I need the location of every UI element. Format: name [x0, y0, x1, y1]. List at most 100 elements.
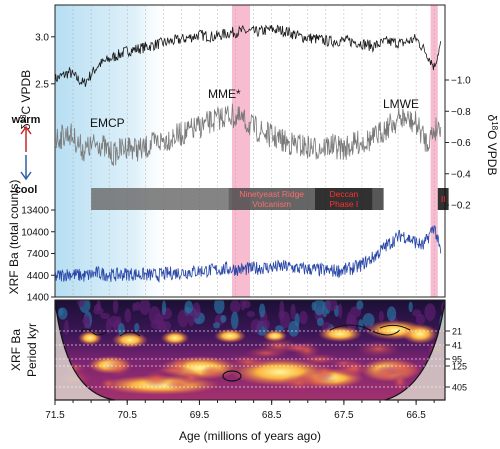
wavelet-blob [290, 303, 296, 320]
wavelet-blob [229, 300, 241, 314]
wavelet-blob [161, 300, 167, 316]
d18o-tick-label: −1.0 [451, 76, 471, 87]
wavelet-blob [279, 311, 291, 329]
wavelet-warm-blob [280, 374, 317, 392]
wavelet-blob [135, 301, 141, 312]
wavelet-blob [294, 313, 300, 327]
wavelet-warm-blob [153, 366, 196, 375]
wavelet-warm-blob [142, 369, 170, 388]
wavelet-frame [54, 299, 446, 401]
wavelet-blob [77, 300, 85, 308]
warm-arrow-icon [20, 125, 32, 152]
d18o-tick-label: −0.8 [451, 107, 471, 118]
shading-band-0 [55, 5, 171, 297]
x-tick-label: 68.5 [262, 410, 282, 421]
wavelet-warm-blob [200, 365, 223, 379]
wavelet-blob [250, 319, 262, 334]
volcanism-bar-label-2-line2: Phase I [329, 199, 358, 209]
wavelet-blob [94, 304, 102, 312]
d18o-axis-label: δ18O VPDB [485, 115, 499, 176]
wavelet-blob [415, 314, 426, 325]
wavelet-blob [408, 301, 413, 313]
main-panel-frame [54, 4, 446, 298]
x-tick-label: 70.5 [117, 410, 137, 421]
wavelet-blob [162, 321, 172, 331]
wavelet-blob [258, 303, 266, 318]
wavelet-warm-blob [356, 340, 401, 358]
series-lines [55, 24, 442, 283]
wavelet-blob [346, 312, 353, 328]
wavelet-blob [134, 323, 140, 332]
wavelet-blob [356, 300, 364, 310]
ba-tick-label: 13400 [21, 206, 49, 217]
wavelet-contour [222, 370, 242, 382]
shading-band-1 [231, 5, 250, 297]
ba-tick-label: 1400 [27, 293, 50, 304]
d13c-tick-label: 2.5 [35, 79, 49, 90]
wavelet-blob [184, 300, 194, 314]
wavelet-blob [358, 319, 364, 331]
ba-tick-label: 4400 [27, 271, 50, 282]
period-label-125: 125 [452, 362, 467, 372]
ba-axis-label: XRF Ba (total counts) [7, 180, 21, 295]
volcanism-bar-4 [437, 188, 449, 210]
x-tick-label: 67.5 [334, 410, 354, 421]
d13c-line [55, 24, 442, 87]
wavelet-blob [117, 323, 125, 336]
d18o-line [55, 103, 442, 167]
vertical-gridlines [72, 5, 435, 297]
x-tick-label: 69.5 [190, 410, 210, 421]
ba-line [55, 224, 442, 283]
volcanism-bar-1 [228, 188, 315, 210]
wavelet-warm-blob [378, 360, 421, 375]
volcanism-bar-2 [315, 188, 373, 210]
volcanism-bar-label-2: Deccan [329, 189, 358, 199]
wavelet-blob [386, 306, 397, 322]
wavelet-blob [316, 317, 324, 327]
wavelet-blob [139, 300, 151, 315]
wavelet-contour-lines [79, 324, 411, 337]
wavelet-blob [230, 311, 239, 330]
d18o-tick-label: −0.4 [451, 169, 471, 180]
period-label-21: 21 [452, 327, 462, 337]
wavelet-warm-blob [313, 362, 336, 382]
volcanism-bar-label-1: Ninetyeast Ridge [239, 189, 304, 199]
wavelet-warm-blob [104, 357, 133, 378]
mme-label: MME* [208, 87, 241, 101]
x-tick-label: 66.5 [406, 410, 426, 421]
wavelet-blob [124, 308, 132, 323]
wavelet-blob [220, 315, 227, 323]
x-tick-label: 71.5 [45, 410, 65, 421]
wavelet-hotspot [112, 332, 148, 348]
wavelet-hotspot [78, 331, 102, 345]
volcanism-bar-label-4: II [441, 194, 446, 204]
wavelet-hotspot [161, 331, 189, 345]
wavelet-hotspot [402, 324, 438, 344]
wavelet-warm-blob [293, 341, 321, 361]
volcanism-bar-0 [91, 188, 229, 210]
volcanism-bar-label-1-line2: Volcanism [252, 199, 291, 209]
warm-label: warm [11, 114, 41, 126]
wavelet-warm-blob [258, 337, 299, 355]
period-label-41: 41 [452, 341, 462, 351]
wavelet-blob [325, 300, 338, 312]
wavelet-blob [378, 310, 384, 322]
x-axis-label: Age (millions of years ago) [179, 429, 321, 443]
wavelet-warm-blob [227, 354, 269, 369]
wavelet-warm-blob [99, 376, 117, 391]
wavelet-blob [58, 307, 68, 320]
wavelet-blob [242, 300, 251, 309]
ba-tick-label: 7400 [27, 249, 50, 260]
wavelet-blob [64, 319, 69, 336]
wavelet-blob [132, 302, 137, 312]
wavelet-warm-blob [391, 372, 408, 392]
wavelet-blob [424, 303, 436, 321]
wavelet-blob [100, 312, 110, 320]
wavelet-blob [362, 313, 375, 328]
volcanism-bar-3 [372, 188, 384, 210]
wavelet-warm-blob [342, 358, 367, 378]
d13c-tick-label: 3.0 [35, 32, 49, 43]
